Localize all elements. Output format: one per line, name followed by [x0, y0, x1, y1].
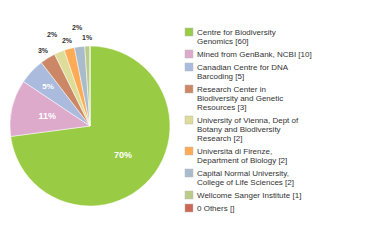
data-label: 3%: [38, 47, 49, 54]
data-label: 5%: [42, 82, 54, 91]
legend-item: Capital Normal University,College of Lif…: [185, 169, 294, 187]
legend-label-line: Wellcome Sanger Institute [1]: [197, 191, 301, 200]
legend-swatch: [185, 204, 193, 212]
legend-item: Mined from GenBank, NCBI [10]: [185, 50, 312, 59]
legend-swatch: [185, 147, 193, 155]
legend-item: University of Vienna, Dept ofBotany and …: [185, 116, 299, 143]
legend-label: 0 Others []: [197, 204, 234, 213]
legend-label: Mined from GenBank, NCBI [10]: [197, 50, 312, 59]
legend-label-line: Barcoding [5]: [197, 72, 244, 81]
data-label: 2%: [47, 31, 58, 38]
chart: 70% 11% 5% 3% 2% 2% 2% 1% Centre for Biodiversit…: [0, 0, 380, 240]
pie-slice: [85, 46, 90, 126]
legend-swatch: [185, 169, 193, 177]
legend-label-line: Research Center in: [197, 85, 266, 94]
pie-slice: [74, 46, 90, 126]
pie-slice: [90, 46, 91, 126]
legend-label-line: Research [2]: [197, 134, 242, 143]
legend-item: Wellcome Sanger Institute [1]: [185, 191, 301, 200]
legend-swatch: [185, 191, 193, 199]
legend-label: Research Center inBiodiversity and Genet…: [197, 85, 283, 112]
legend-item: Research Center inBiodiversity and Genet…: [185, 85, 283, 112]
data-labels: 70% 11% 5% 3% 2% 2% 2% 1%: [38, 24, 132, 160]
legend-item: Centre for BiodiversityGenomics [60]: [185, 28, 276, 46]
data-label: 1%: [82, 34, 93, 41]
legend-label-line: Canadian Centre for DNA: [197, 63, 289, 72]
legend-label-line: Department of Biology [2]: [197, 156, 287, 165]
legend-label-line: Centre for Biodiversity: [197, 28, 276, 37]
data-label: 2%: [72, 24, 83, 31]
legend-swatch: [185, 50, 193, 58]
legend-swatch: [185, 116, 193, 124]
data-label: 11%: [38, 111, 56, 121]
pie: [10, 46, 170, 206]
legend-label-line: Universita di Firenze,: [197, 147, 272, 156]
legend-label-line: College of Life Sciences [2]: [197, 178, 294, 187]
data-label: 70%: [114, 150, 132, 160]
legend-item: Universita di Firenze,Department of Biol…: [185, 147, 287, 165]
legend-label: Centre for BiodiversityGenomics [60]: [197, 28, 276, 46]
legend-label-line: Botany and Biodiversity: [197, 125, 281, 134]
legend-label: Universita di Firenze,Department of Biol…: [197, 147, 287, 165]
legend-label: Capital Normal University,College of Lif…: [197, 169, 294, 187]
legend-swatch: [185, 85, 193, 93]
legend-label-line: University of Vienna, Dept of: [197, 116, 299, 125]
legend-label: Wellcome Sanger Institute [1]: [197, 191, 301, 200]
legend-label-line: Resources [3]: [197, 103, 246, 112]
legend-label-line: Mined from GenBank, NCBI [10]: [197, 50, 312, 59]
legend-swatch: [185, 28, 193, 36]
legend-item: 0 Others []: [185, 204, 234, 213]
legend-label: University of Vienna, Dept ofBotany and …: [197, 116, 299, 143]
legend-item: Canadian Centre for DNABarcoding [5]: [185, 63, 289, 81]
pie-slice: [11, 46, 170, 206]
legend-label-line: Biodiversity and Genetic: [197, 94, 283, 103]
legend-label-line: 0 Others []: [197, 204, 234, 213]
data-label: 2%: [62, 37, 73, 44]
legend-label: Canadian Centre for DNABarcoding [5]: [197, 63, 289, 81]
legend-label-line: Genomics [60]: [197, 37, 249, 46]
legend: Centre for BiodiversityGenomics [60] Mine…: [185, 28, 312, 213]
legend-label-line: Capital Normal University,: [197, 169, 289, 178]
legend-swatch: [185, 63, 193, 71]
